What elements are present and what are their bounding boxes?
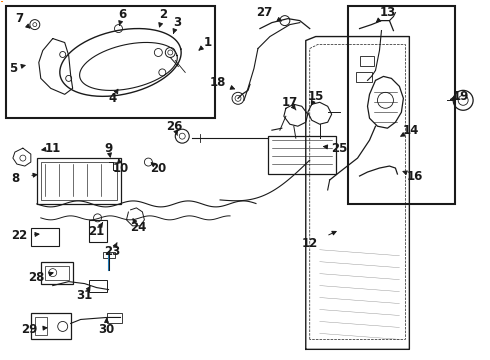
- Text: 9: 9: [104, 141, 113, 155]
- Text: 7: 7: [15, 12, 23, 25]
- Text: 3: 3: [173, 16, 181, 29]
- Text: 22: 22: [11, 229, 27, 242]
- Bar: [356, 72, 371, 82]
- Text: 31: 31: [76, 289, 93, 302]
- Text: 14: 14: [403, 124, 419, 137]
- Text: 11: 11: [45, 141, 61, 155]
- Text: 2: 2: [159, 8, 168, 21]
- Text: 29: 29: [21, 323, 37, 336]
- Text: 28: 28: [28, 271, 45, 284]
- Text: 12: 12: [302, 237, 318, 250]
- Bar: [45, 266, 69, 280]
- Bar: [41, 162, 118, 200]
- Bar: [360, 57, 373, 67]
- Text: 16: 16: [407, 170, 423, 183]
- Bar: [102, 252, 115, 258]
- Text: 21: 21: [89, 225, 105, 238]
- Text: 20: 20: [150, 162, 167, 175]
- Text: 4: 4: [108, 92, 117, 105]
- Text: 10: 10: [112, 162, 128, 175]
- Bar: [35, 318, 47, 336]
- Bar: [31, 314, 71, 339]
- Text: 24: 24: [130, 221, 147, 234]
- Bar: [31, 228, 59, 246]
- Text: 23: 23: [104, 245, 121, 258]
- Text: 15: 15: [308, 90, 324, 103]
- Text: 26: 26: [166, 120, 182, 133]
- Bar: [347, 6, 455, 204]
- Bar: [41, 262, 73, 284]
- Text: 13: 13: [379, 6, 395, 19]
- Text: 19: 19: [453, 90, 469, 103]
- Bar: [89, 280, 106, 292]
- Text: 17: 17: [282, 96, 298, 109]
- Bar: [106, 314, 122, 323]
- Text: 8: 8: [11, 171, 19, 185]
- Text: 25: 25: [331, 141, 348, 155]
- Text: 18: 18: [210, 76, 226, 89]
- Bar: [89, 220, 106, 242]
- Bar: [6, 6, 215, 118]
- Bar: [268, 136, 336, 174]
- Bar: [37, 158, 122, 204]
- Text: 27: 27: [256, 6, 272, 19]
- Text: 30: 30: [98, 323, 115, 336]
- Text: 6: 6: [119, 8, 126, 21]
- Text: 1: 1: [204, 36, 212, 49]
- Text: 5: 5: [9, 62, 17, 75]
